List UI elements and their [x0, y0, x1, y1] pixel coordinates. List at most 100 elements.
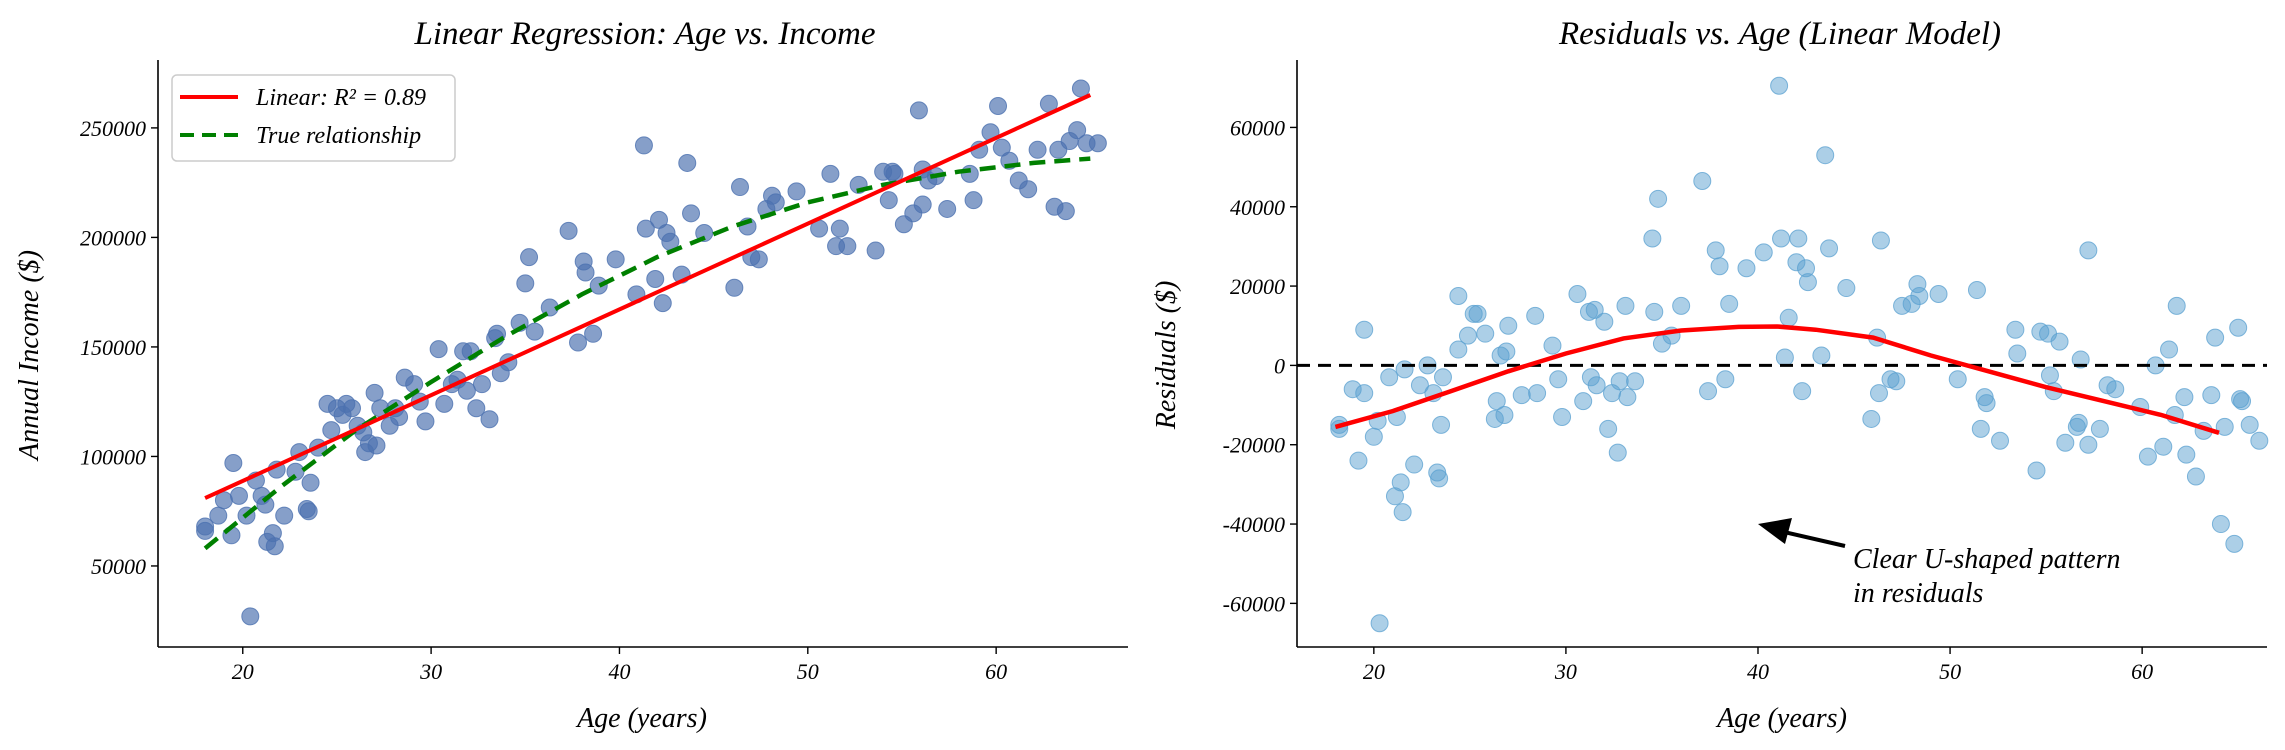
- data-point: [429, 340, 448, 359]
- residual-point: [2206, 328, 2225, 347]
- residual-point: [1626, 372, 1645, 391]
- y-tick-label: 0: [1274, 353, 1285, 378]
- residual-point: [1871, 231, 1890, 250]
- residual-point: [2154, 437, 2173, 456]
- data-point: [821, 164, 840, 183]
- data-point: [589, 276, 608, 295]
- data-point: [367, 436, 386, 455]
- residual-point: [1699, 382, 1718, 401]
- data-point: [1019, 180, 1038, 199]
- data-point: [405, 375, 424, 394]
- y-tick-label: 20000: [1230, 274, 1285, 299]
- regression-ylabel: Annual Income ($): [14, 250, 45, 462]
- residual-point: [2079, 435, 2098, 454]
- regression-xlabel: Age (years): [575, 703, 707, 734]
- residual-point: [1549, 370, 1568, 389]
- data-point: [516, 274, 535, 293]
- y-tick-label: 60000: [1230, 115, 1285, 140]
- data-point: [520, 248, 539, 267]
- residual-point: [2202, 386, 2221, 405]
- data-point: [229, 486, 248, 505]
- residual-point: [2240, 415, 2259, 434]
- residual-point: [1364, 427, 1383, 446]
- data-point: [472, 375, 491, 394]
- residual-point: [1495, 405, 1514, 424]
- residual-point: [1410, 376, 1429, 395]
- data-point: [209, 506, 228, 525]
- residual-point: [1616, 296, 1635, 315]
- legend: Linear: R² = 0.89 True relationship: [171, 74, 456, 162]
- x-tick-label: 20: [232, 659, 254, 684]
- annotation-line-2: in residuals: [1853, 578, 1984, 609]
- data-point: [457, 381, 476, 400]
- y-tick-label: 40000: [1230, 195, 1285, 220]
- residual-point: [1772, 229, 1791, 248]
- data-point: [731, 178, 749, 197]
- x-tick-label: 30: [1554, 659, 1577, 684]
- x-tick-label: 60: [985, 659, 1007, 684]
- data-point: [879, 191, 898, 210]
- x-tick-label: 30: [419, 659, 442, 684]
- y-tick-label: 50000: [91, 554, 146, 579]
- x-tick-label: 20: [1363, 659, 1385, 684]
- residual-point: [1468, 304, 1487, 323]
- data-point: [1028, 140, 1047, 159]
- y-tick-label: 100000: [80, 444, 146, 469]
- residual-point: [2225, 534, 2244, 553]
- residual-point: [1405, 455, 1424, 474]
- data-point: [725, 278, 744, 297]
- legend-label-linear: Linear: R² = 0.89: [255, 85, 426, 111]
- data-point: [525, 322, 544, 341]
- data-point: [584, 324, 603, 343]
- data-point: [241, 607, 260, 626]
- y-tick-label: 200000: [80, 225, 146, 250]
- residual-point: [2027, 461, 2046, 480]
- x-tick-label: 40: [608, 659, 630, 684]
- data-point: [1056, 202, 1075, 221]
- residual-point: [1977, 394, 1996, 413]
- residual-point: [2006, 320, 2025, 339]
- residual-point: [2008, 344, 2027, 363]
- residual-point: [1887, 372, 1906, 391]
- data-point: [866, 241, 885, 260]
- data-point: [480, 410, 499, 429]
- residual-point: [1672, 296, 1691, 315]
- regression-lines: [203, 93, 1092, 551]
- residual-point: [1587, 376, 1606, 395]
- residual-point: [1430, 469, 1449, 488]
- residual-points: [1330, 76, 2269, 633]
- data-point: [606, 250, 625, 269]
- data-point: [1068, 121, 1087, 140]
- residual-point: [1820, 239, 1839, 258]
- residual-point: [1433, 368, 1452, 387]
- residual-point: [1487, 392, 1506, 411]
- residual-point: [1449, 340, 1468, 359]
- data-point: [265, 537, 284, 556]
- residual-point: [1798, 273, 1817, 292]
- residuals-xlabel: Age (years): [1715, 703, 1847, 734]
- residual-point: [1355, 320, 1374, 339]
- residual-point: [1599, 419, 1618, 438]
- x-tick-label: 50: [1939, 659, 1961, 684]
- residual-point: [1737, 259, 1756, 278]
- residual-point: [1645, 302, 1664, 321]
- data-point: [467, 399, 486, 418]
- residual-point: [1710, 257, 1729, 276]
- data-point: [653, 294, 672, 313]
- residual-point: [1349, 451, 1368, 470]
- annotation-line-1: Clear U-shaped pattern: [1853, 544, 2121, 575]
- residual-point: [1870, 384, 1888, 403]
- y-tick-label: -60000: [1223, 591, 1285, 616]
- residual-point: [2040, 366, 2059, 385]
- annotation-arrow-head: [1757, 518, 1792, 545]
- u-shape-annotation: Clear U-shaped pattern in residuals: [1757, 518, 2121, 609]
- smoothed-residual-line: [1334, 324, 2220, 435]
- legend-label-true: True relationship: [256, 123, 421, 149]
- annotation-arrow-shaft: [1779, 529, 1846, 548]
- linear-fit-line: [204, 93, 1092, 500]
- residual-point: [1789, 229, 1808, 248]
- residual-point: [1693, 171, 1712, 190]
- residual-point: [2229, 318, 2248, 337]
- residual-point: [2175, 388, 2194, 407]
- residual-point: [1948, 370, 1967, 389]
